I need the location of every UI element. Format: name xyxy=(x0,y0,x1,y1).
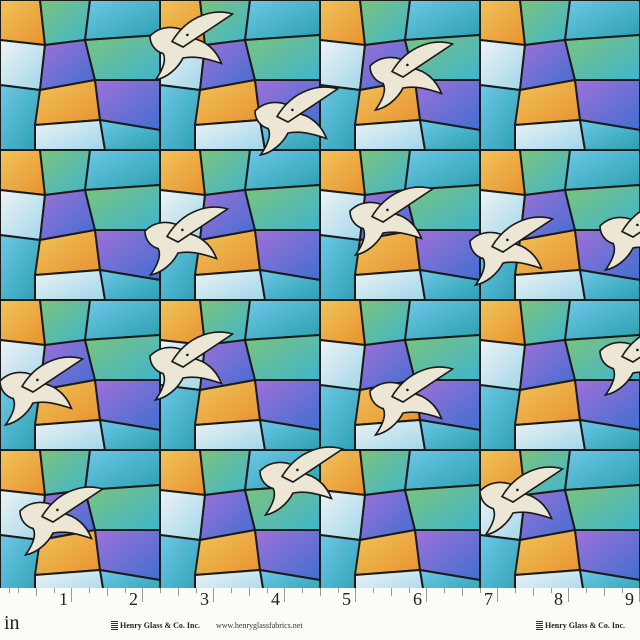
website-url: www.henryglassfabrics.net xyxy=(216,621,303,630)
ruler-number-3: 3 xyxy=(200,589,209,609)
ruler-tick xyxy=(409,588,410,593)
ruler-tick xyxy=(604,588,605,596)
ruler-tick xyxy=(9,588,10,593)
ruler-tick xyxy=(178,588,179,596)
ruler-tick xyxy=(18,588,19,593)
ruler-tick xyxy=(231,588,232,593)
ruler-tick xyxy=(391,588,392,596)
ruler-tick xyxy=(213,588,214,602)
ruler-tick xyxy=(267,588,268,593)
stained-glass-art xyxy=(0,0,640,588)
ruler-tick xyxy=(497,588,498,602)
ruler-tick xyxy=(622,588,623,593)
ruler-number-9: 9 xyxy=(625,589,634,609)
ruler-tick xyxy=(125,588,126,593)
ruler-tick xyxy=(355,588,356,602)
brand-name-right: Henry Glass & Co. Inc. xyxy=(545,621,625,630)
ruler-tick xyxy=(568,588,569,602)
ruler-number-1: 1 xyxy=(59,589,68,609)
ruler-tick xyxy=(444,588,445,593)
ruler-tick xyxy=(373,588,374,593)
ruler-tick xyxy=(54,588,55,593)
ruler-tick xyxy=(480,588,481,593)
ruler-number-2: 2 xyxy=(129,589,138,609)
stained-glass-pattern xyxy=(0,0,640,588)
ruler-tick xyxy=(89,588,90,593)
ruler-tick xyxy=(338,588,339,593)
brand-logo-right: Henry Glass & Co. Inc. xyxy=(536,621,625,630)
inch-ruler: 1 2 3 4 5 6 7 8 9 in Henry Glass & Co. I… xyxy=(0,588,640,640)
ruler-tick xyxy=(426,588,427,602)
ruler-number-7: 7 xyxy=(484,589,493,609)
ruler-tick xyxy=(142,588,143,602)
ruler-tick xyxy=(160,588,161,593)
henry-glass-logo-icon xyxy=(536,621,543,630)
ruler-tick xyxy=(284,588,285,602)
ruler-number-5: 5 xyxy=(342,589,351,609)
ruler-tick xyxy=(36,588,37,596)
ruler-tick xyxy=(107,588,108,596)
ruler-tick xyxy=(71,588,72,602)
ruler-tick xyxy=(515,588,516,593)
ruler-tick xyxy=(320,588,321,596)
ruler-unit-label: in xyxy=(4,612,20,634)
ruler-number-6: 6 xyxy=(413,589,422,609)
ruler-tick xyxy=(302,588,303,593)
ruler-tick xyxy=(551,588,552,593)
ruler-tick xyxy=(196,588,197,593)
ruler-tick xyxy=(533,588,534,596)
henry-glass-logo-icon xyxy=(111,621,118,630)
ruler-number-8: 8 xyxy=(554,589,563,609)
ruler-tick xyxy=(249,588,250,596)
ruler-tick xyxy=(462,588,463,596)
ruler-number-4: 4 xyxy=(271,589,280,609)
brand-name-left: Henry Glass & Co. Inc. xyxy=(120,621,200,630)
ruler-tick xyxy=(586,588,587,593)
brand-logo-left: Henry Glass & Co. Inc. xyxy=(111,621,200,630)
